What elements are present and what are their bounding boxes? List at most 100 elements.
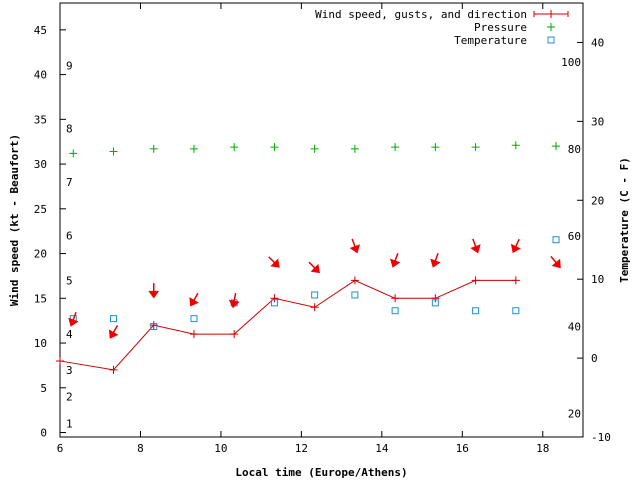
temperature-point — [270, 299, 278, 307]
fahrenheit-label: 60 — [568, 230, 581, 243]
beaufort-label: 3 — [66, 364, 73, 377]
wind-direction-arrow — [68, 312, 79, 327]
wind-direction-arrow — [470, 238, 481, 254]
pressure-point — [310, 144, 319, 153]
wind-speed-point — [431, 294, 440, 303]
beaufort-label: 5 — [66, 274, 73, 287]
wind-direction-arrow — [349, 238, 360, 254]
pressure-point — [149, 144, 158, 153]
x-tick-label: 16 — [456, 442, 469, 455]
wind-direction-arrow — [189, 292, 199, 307]
temperature-point — [472, 307, 480, 315]
y-tick-label: 10 — [34, 337, 47, 350]
wind-speed-point — [310, 303, 319, 312]
wind-speed-line — [59, 279, 516, 371]
y-tick-label: 5 — [40, 382, 47, 395]
y2-tick-label: 10 — [591, 273, 604, 286]
wind-arrow-head — [430, 258, 441, 268]
fahrenheit-label: 40 — [568, 321, 581, 334]
legend-label: Temperature — [454, 34, 527, 47]
y2-tick-label: 20 — [591, 194, 604, 207]
series-group — [56, 141, 561, 374]
wind-direction-arrow — [308, 261, 320, 274]
wind-speed-point — [471, 276, 480, 285]
beaufort-label: 4 — [66, 328, 73, 341]
x-tick-label: 8 — [137, 442, 144, 455]
temperature-point — [351, 291, 359, 299]
temperature-point — [552, 236, 560, 244]
wind-speed-point — [109, 365, 118, 374]
y2-tick-label: 30 — [591, 115, 604, 128]
wind-arrow-head — [551, 258, 561, 269]
y-tick-label: 45 — [34, 24, 47, 37]
beaufort-label: 7 — [66, 176, 73, 189]
wind-arrow-head — [270, 258, 280, 268]
y2-tick-label: -10 — [591, 431, 611, 444]
temperature-point — [431, 299, 439, 307]
wind-arrow-head — [228, 299, 240, 309]
y-tick-label: 20 — [34, 248, 47, 261]
beaufort-label: 2 — [66, 391, 73, 404]
y-axis-label: Wind speed (kt - Beaufort) — [8, 134, 21, 306]
wind-speed-point — [391, 294, 400, 303]
wind-arrow-head — [510, 243, 521, 254]
wind-direction-arrow — [228, 292, 240, 309]
x-axis-label: Local time (Europe/Athens) — [235, 466, 407, 479]
plot-frame — [59, 2, 584, 438]
temperature-point — [391, 307, 399, 315]
pressure-point — [189, 144, 198, 153]
y2-axis-label: Temperature (C - F) — [618, 157, 631, 283]
pressure-point — [109, 147, 118, 156]
x-tick-label: 14 — [375, 442, 389, 455]
legend-label: Pressure — [474, 21, 527, 34]
wind-arrow-head — [310, 263, 320, 274]
y-tick-label: 0 — [40, 427, 47, 440]
wind-speed-point — [56, 356, 64, 365]
temperature-point — [110, 315, 118, 323]
y-tick-label: 30 — [34, 158, 47, 171]
wind-arrow-head — [390, 258, 401, 268]
beaufort-label: 6 — [66, 230, 73, 243]
wind-direction-arrow — [390, 252, 401, 268]
wind-arrow-head — [470, 244, 481, 254]
wind-arrow-head — [68, 317, 79, 327]
pressure-point — [350, 144, 359, 153]
y2-tick-label: 40 — [591, 36, 604, 49]
pressure-point — [69, 149, 78, 158]
pressure-point — [270, 143, 279, 152]
y2-tick-label: 0 — [591, 352, 598, 365]
legend-wind-marker — [547, 10, 555, 18]
pressure-point — [511, 141, 520, 150]
pressure-point — [230, 143, 239, 152]
temperature-point — [512, 307, 520, 315]
legend-temperature-marker — [547, 36, 555, 44]
wind-direction-arrow — [108, 324, 119, 339]
y-tick-label: 25 — [34, 203, 47, 216]
pressure-point — [552, 142, 561, 151]
beaufort-label: 1 — [66, 418, 73, 431]
wind-arrow-head — [349, 244, 360, 254]
y-tick-label: 40 — [34, 69, 47, 82]
pressure-point — [391, 143, 400, 152]
wind-speed-point — [270, 294, 279, 303]
x-tick-label: 12 — [295, 442, 308, 455]
legend-pressure-marker — [547, 23, 555, 31]
temperature-point — [190, 315, 198, 323]
legend: Wind speed, gusts, and directionPressure… — [315, 8, 569, 47]
wind-direction-arrow — [510, 238, 521, 254]
wind-speed-point — [189, 330, 198, 339]
wind-arrow-head — [189, 297, 199, 307]
beaufort-label: 8 — [66, 122, 73, 135]
wind-arrow-head — [148, 290, 160, 299]
wind-arrow-head — [108, 329, 119, 339]
pressure-point — [471, 143, 480, 152]
y-tick-label: 15 — [34, 292, 47, 305]
wind-direction-arrow — [550, 255, 561, 269]
wind-speed-point — [511, 276, 520, 285]
wind-direction-arrow — [148, 283, 160, 299]
labels-group: 6 8 10 12 14 16 18051015202530354045-100102030… — [8, 24, 631, 479]
temperature-point — [311, 291, 319, 299]
wind-speed-point — [230, 330, 239, 339]
x-tick-label: 18 — [536, 442, 549, 455]
